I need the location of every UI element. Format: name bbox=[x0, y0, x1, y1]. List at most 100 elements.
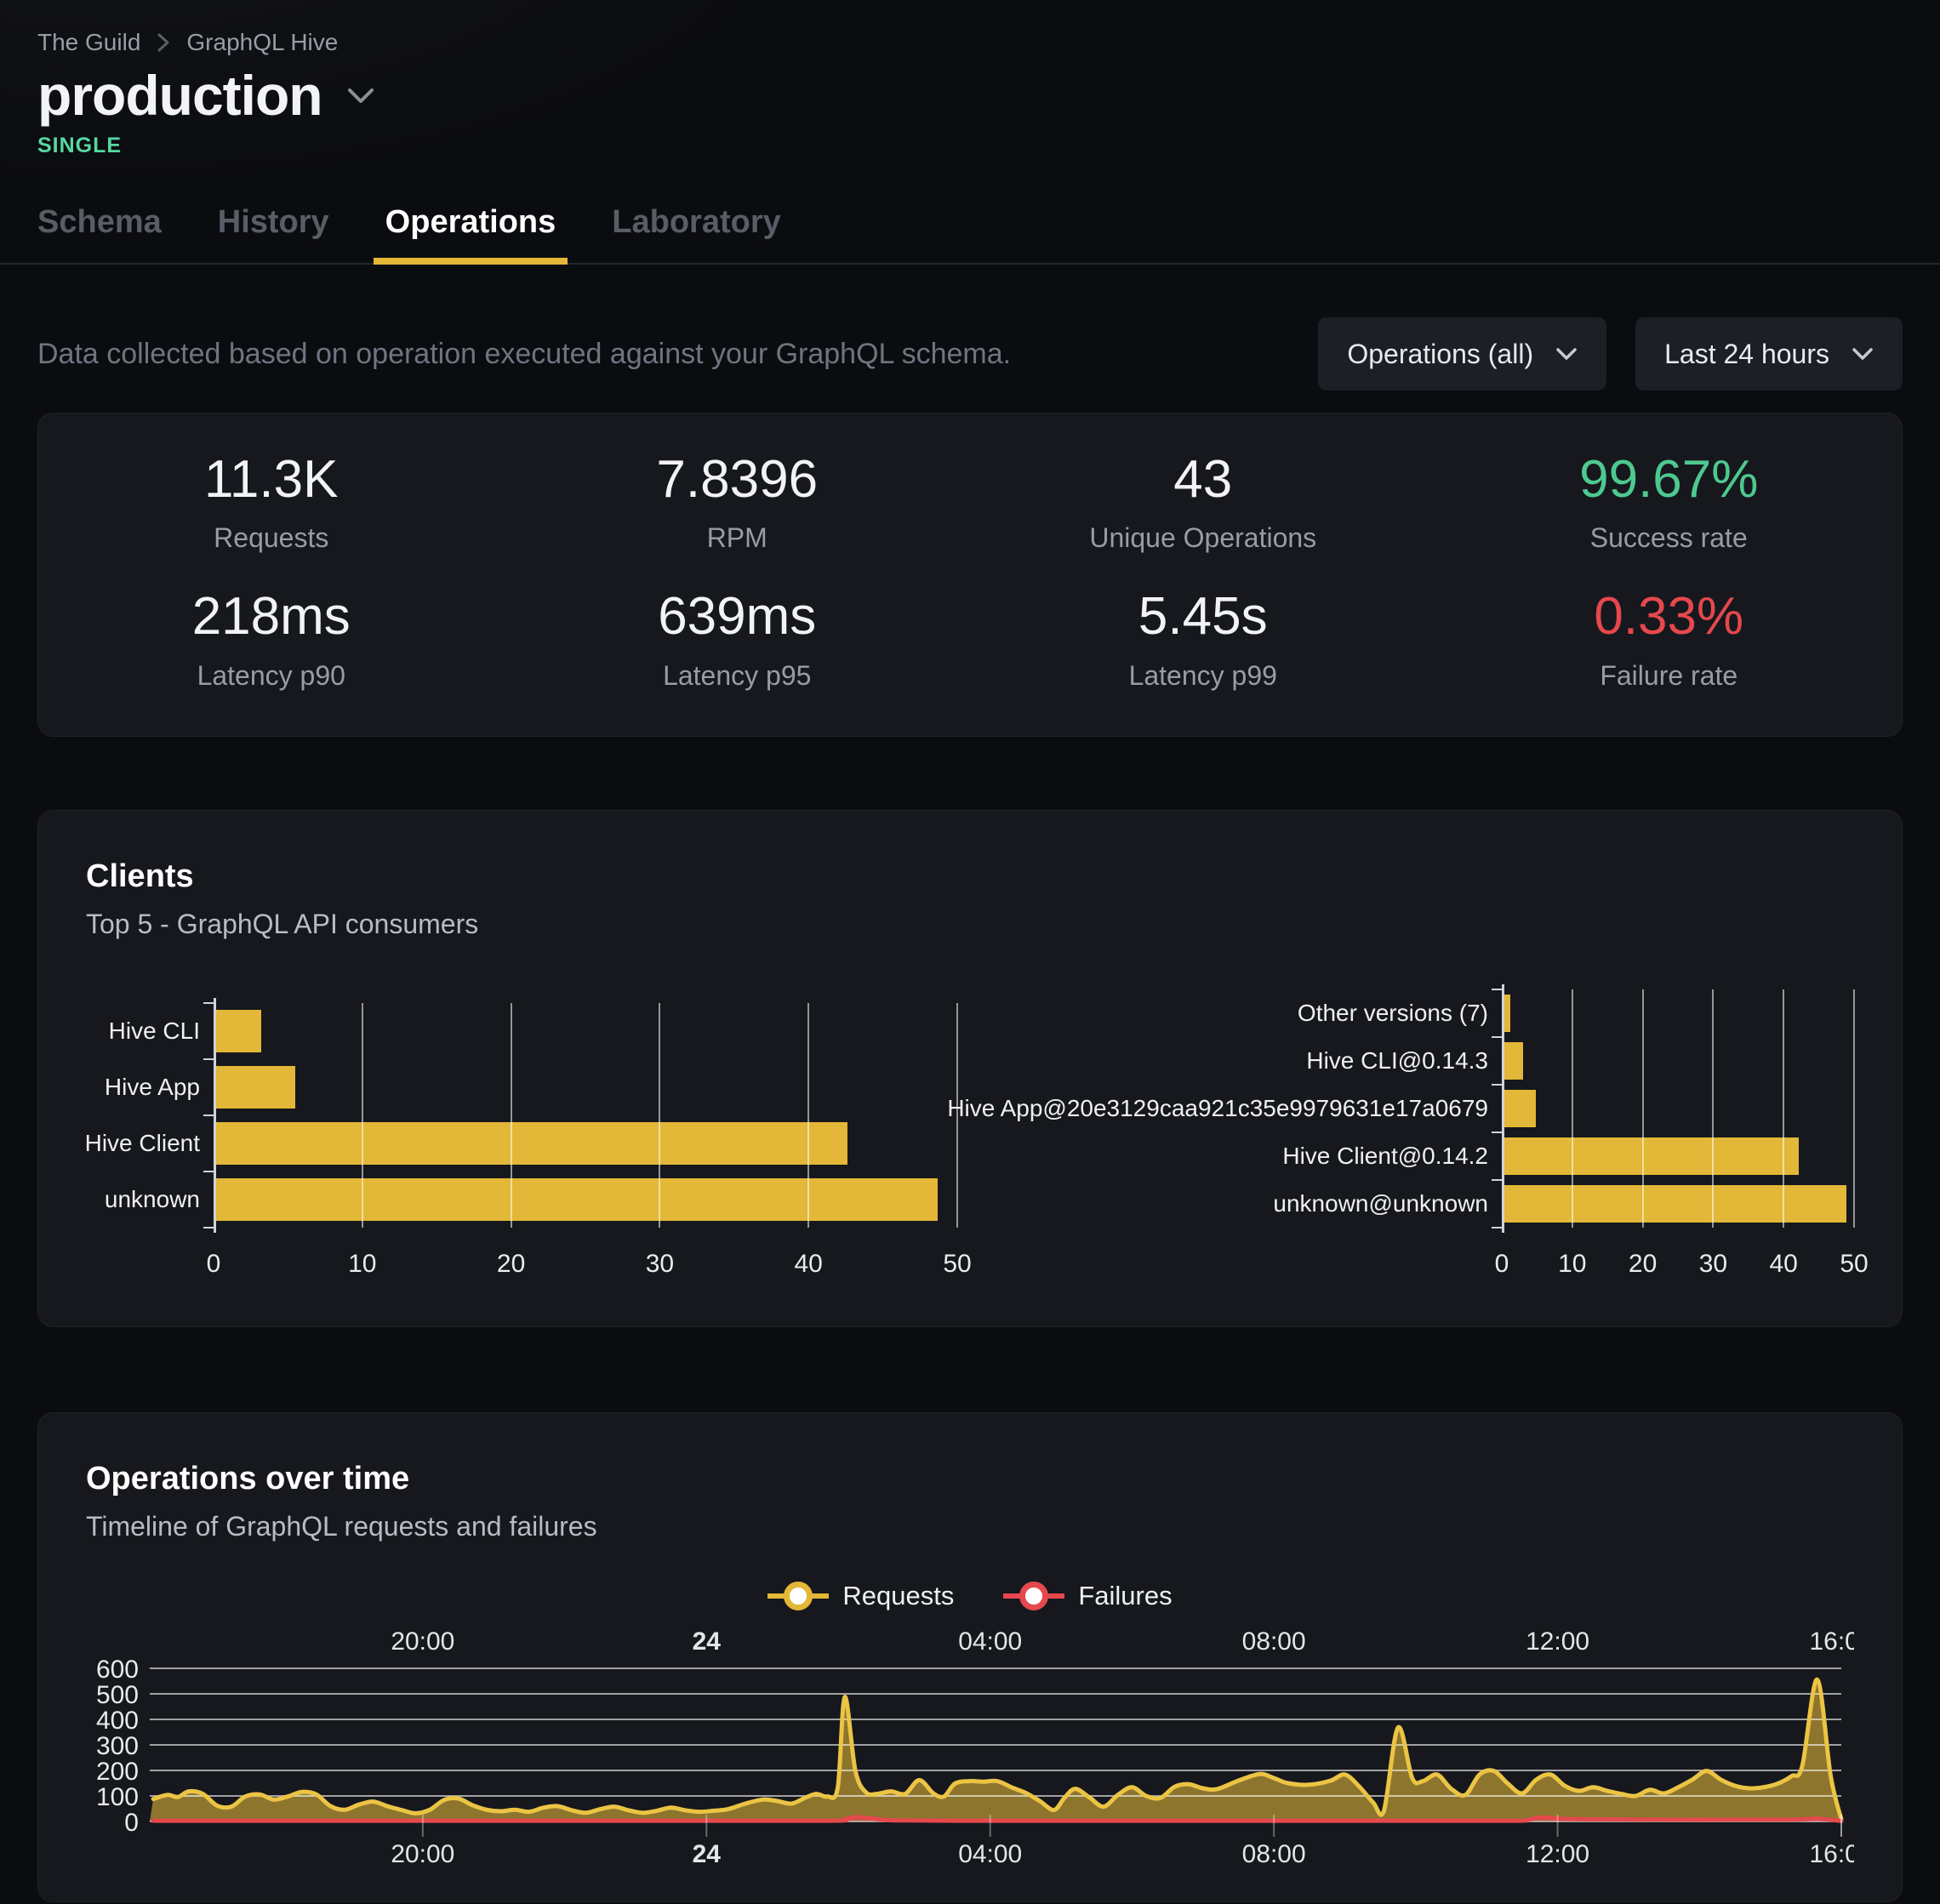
bar-category-label: Hive CLI bbox=[108, 1017, 200, 1044]
x-tick-label-bottom: 12:00 bbox=[1526, 1840, 1589, 1867]
category-tick bbox=[1492, 988, 1502, 990]
x-tick-label: 40 bbox=[794, 1249, 823, 1278]
breadcrumb-project[interactable]: GraphQL Hive bbox=[186, 29, 339, 55]
x-tick-label: 0 bbox=[206, 1249, 221, 1278]
x-tick-label-top: 08:00 bbox=[1242, 1628, 1306, 1656]
period-filter-dropdown[interactable]: Last 24 hours bbox=[1635, 317, 1903, 391]
tab-schema[interactable]: Schema bbox=[37, 204, 162, 241]
x-axis-tick-labels: 0 10 20 30 40 50 bbox=[1495, 1249, 1869, 1279]
stat-label: Latency p99 bbox=[1128, 659, 1277, 691]
category-tick bbox=[203, 1001, 214, 1004]
clients-by-version-chart: Other versions (7) Hive CLI@0.14.3 Hive Ap… bbox=[947, 983, 1869, 1279]
tab-laboratory[interactable]: Laboratory bbox=[612, 204, 781, 241]
chevron-down-icon bbox=[1555, 347, 1578, 362]
x-tick-label: 10 bbox=[1558, 1249, 1587, 1278]
x-axis-tick-labels: 0 10 20 30 40 50 bbox=[207, 1249, 972, 1279]
chevron-right-icon bbox=[156, 31, 171, 54]
legend-dot bbox=[784, 1581, 813, 1610]
clients-card-subtitle: Top 5 - GraphQL API consumers bbox=[86, 908, 479, 939]
bar-chart: Hive CLI Hive App Hive Client unknown bbox=[84, 997, 958, 1233]
x-tick-label-top: 20:00 bbox=[391, 1628, 454, 1656]
bar bbox=[214, 1065, 296, 1109]
legend-marker-icon bbox=[1003, 1580, 1065, 1612]
stats-summary-card: 11.3K Requests 7.8396 RPM 43 Unique Operation… bbox=[37, 413, 1903, 737]
x-gridline bbox=[1712, 989, 1715, 1228]
bar bbox=[1502, 1137, 1799, 1175]
y-tick-label: 200 bbox=[96, 1758, 139, 1786]
stat-value: 99.67% bbox=[1579, 450, 1759, 510]
x-tick-label-bottom: 16:00 bbox=[1810, 1840, 1854, 1867]
bar-plot-area bbox=[203, 997, 958, 1233]
bar-category-label: unknown bbox=[104, 1185, 200, 1212]
stat-latency-p90: 218ms Latency p90 bbox=[38, 588, 505, 691]
requests-area bbox=[149, 1679, 1842, 1821]
bar-category-label: Hive App bbox=[104, 1073, 200, 1100]
x-gridline bbox=[361, 1002, 363, 1228]
breadcrumb: The Guild GraphQL Hive bbox=[37, 29, 1903, 56]
legend-marker-icon bbox=[767, 1580, 830, 1612]
period-filter-label: Last 24 hours bbox=[1664, 338, 1829, 369]
bar-category-labels: Hive CLI Hive App Hive Client unknown bbox=[84, 1003, 214, 1228]
x-gridline bbox=[1641, 989, 1644, 1228]
x-tick-label-bottom: 20:00 bbox=[391, 1840, 454, 1867]
x-tick-label-top: 04:00 bbox=[958, 1628, 1022, 1656]
stat-value: 218ms bbox=[191, 587, 351, 647]
stat-value: 11.3K bbox=[204, 450, 339, 510]
tabs: Schema History Operations Laboratory bbox=[0, 204, 1940, 265]
x-gridline bbox=[659, 1002, 661, 1228]
bar bbox=[1502, 994, 1510, 1032]
x-tick-label: 40 bbox=[1769, 1249, 1798, 1278]
bar-chart: Other versions (7) Hive CLI@0.14.3 Hive Ap… bbox=[947, 983, 1855, 1233]
x-tick-label: 10 bbox=[348, 1249, 377, 1278]
operations-card-title: Operations over time bbox=[86, 1460, 410, 1496]
category-tick bbox=[1492, 1035, 1502, 1038]
category-tick bbox=[203, 1226, 214, 1228]
chevron-down-icon bbox=[1852, 347, 1874, 362]
bar-category-label: Hive Client@0.14.2 bbox=[1282, 1142, 1488, 1169]
y-tick-label: 0 bbox=[124, 1809, 139, 1837]
tab-operations[interactable]: Operations bbox=[373, 204, 568, 265]
operations-over-time-card: Operations over time Timeline of GraphQL… bbox=[37, 1411, 1903, 1902]
bar-category-label: Other versions (7) bbox=[1297, 999, 1488, 1026]
breadcrumb-org[interactable]: The Guild bbox=[37, 29, 141, 55]
x-gridline bbox=[510, 1002, 512, 1228]
bar bbox=[1502, 1184, 1846, 1223]
category-tick bbox=[203, 1114, 214, 1116]
x-tick-label-bottom: 04:00 bbox=[958, 1840, 1022, 1867]
bar bbox=[1502, 1089, 1536, 1127]
operations-filter-dropdown[interactable]: Operations (all) bbox=[1318, 317, 1607, 391]
category-tick bbox=[1492, 1178, 1502, 1181]
category-tick bbox=[1492, 1083, 1502, 1086]
tab-history[interactable]: History bbox=[217, 204, 329, 241]
bar bbox=[214, 1177, 939, 1221]
x-tick-label: 0 bbox=[1494, 1249, 1509, 1278]
x-gridline bbox=[956, 1002, 958, 1228]
stat-unique-operations: 43 Unique Operations bbox=[970, 451, 1436, 554]
legend-item-failures[interactable]: Failures bbox=[1003, 1580, 1173, 1612]
x-tick-label: 50 bbox=[943, 1249, 972, 1278]
x-tick-label-bottom: 08:00 bbox=[1242, 1840, 1306, 1867]
x-tick-label-top: 16:00 bbox=[1810, 1628, 1854, 1656]
clients-card: Clients Top 5 - GraphQL API consumers Hi… bbox=[37, 809, 1903, 1327]
stat-label: RPM bbox=[706, 522, 767, 554]
bar-category-label: unknown@unknown bbox=[1273, 1189, 1488, 1217]
target-mode-badge: SINGLE bbox=[37, 134, 123, 158]
stat-value: 0.33% bbox=[1594, 587, 1744, 647]
bar-category-label: Hive Client bbox=[84, 1129, 200, 1156]
stat-failure-rate: 0.33% Failure rate bbox=[1436, 588, 1903, 691]
page-title: production bbox=[37, 64, 323, 127]
bar bbox=[214, 1121, 847, 1165]
stat-label: Failure rate bbox=[1600, 659, 1738, 691]
legend-item-requests[interactable]: Requests bbox=[767, 1580, 954, 1612]
bar-category-labels: Other versions (7) Hive CLI@0.14.3 Hive Ap… bbox=[947, 989, 1502, 1228]
target-selector-chevron-down-icon[interactable] bbox=[346, 87, 375, 105]
category-tick bbox=[203, 1057, 214, 1060]
clients-by-name-chart: Hive CLI Hive App Hive Client unknown 0 10 20 3… bbox=[84, 997, 972, 1279]
x-tick-label: 30 bbox=[1698, 1249, 1728, 1278]
bar-category-label: Hive CLI@0.14.3 bbox=[1306, 1046, 1488, 1074]
collection-description: Data collected based on operation execut… bbox=[37, 337, 1012, 370]
requests-line bbox=[151, 1677, 1844, 1821]
legend-label: Failures bbox=[1078, 1580, 1173, 1610]
stat-label: Unique Operations bbox=[1089, 522, 1317, 554]
